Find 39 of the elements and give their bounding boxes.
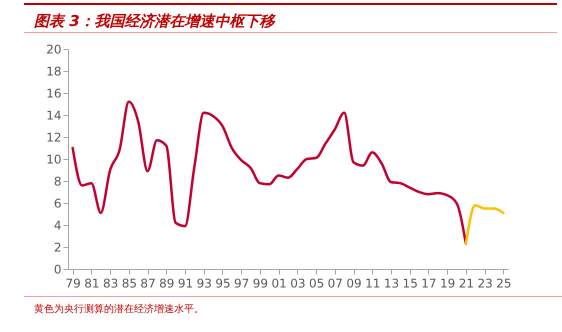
x-tick-label: 09 bbox=[346, 276, 362, 290]
y-tick-label: 12 bbox=[46, 130, 62, 144]
x-tick-label: 17 bbox=[421, 276, 437, 290]
chart-title: 图表 3：我国经济潜在增速中枢下移 bbox=[24, 3, 557, 33]
y-tick-label: 10 bbox=[46, 152, 62, 166]
x-tick-label: 93 bbox=[196, 276, 212, 290]
y-tick-label: 2 bbox=[54, 240, 62, 254]
y-tick-label: 18 bbox=[46, 64, 62, 78]
x-tick-label: 03 bbox=[290, 276, 306, 290]
x-tick-label: 15 bbox=[402, 276, 418, 290]
x-tick-label: 85 bbox=[122, 276, 137, 290]
y-tick-label: 8 bbox=[54, 174, 62, 188]
x-tick-label: 07 bbox=[328, 276, 343, 290]
x-tick-label: 05 bbox=[308, 276, 324, 290]
x-tick-label: 91 bbox=[178, 276, 194, 290]
y-tick-label: 0 bbox=[54, 262, 62, 276]
x-tick-label: 87 bbox=[140, 276, 156, 290]
x-tick-label: 83 bbox=[102, 276, 118, 290]
x-tick-label: 21 bbox=[458, 276, 474, 290]
x-tick-label: 25 bbox=[496, 276, 512, 290]
x-tick-label: 23 bbox=[477, 276, 493, 290]
x-tick-label: 89 bbox=[159, 276, 174, 290]
y-tick-label: 16 bbox=[46, 86, 62, 100]
x-tick-label: 01 bbox=[272, 276, 287, 290]
y-tick-label: 6 bbox=[54, 196, 62, 210]
x-tick-label: 11 bbox=[365, 276, 380, 290]
x-tick-label: 19 bbox=[440, 276, 456, 290]
y-tick-label: 14 bbox=[46, 108, 62, 122]
y-tick-label: 20 bbox=[46, 42, 62, 56]
x-tick-label: 97 bbox=[234, 276, 250, 290]
x-tick-label: 81 bbox=[84, 276, 100, 290]
line-series bbox=[71, 100, 468, 245]
x-tick-label: 13 bbox=[384, 276, 400, 290]
x-tick-label: 95 bbox=[215, 276, 231, 290]
x-tick-label: 99 bbox=[252, 276, 268, 290]
line-series bbox=[464, 204, 505, 245]
x-tick-label: 79 bbox=[66, 276, 81, 290]
text: 黄色为央行测算的潜在经济增速水平。 bbox=[24, 296, 562, 316]
y-tick-label: 4 bbox=[54, 218, 62, 232]
